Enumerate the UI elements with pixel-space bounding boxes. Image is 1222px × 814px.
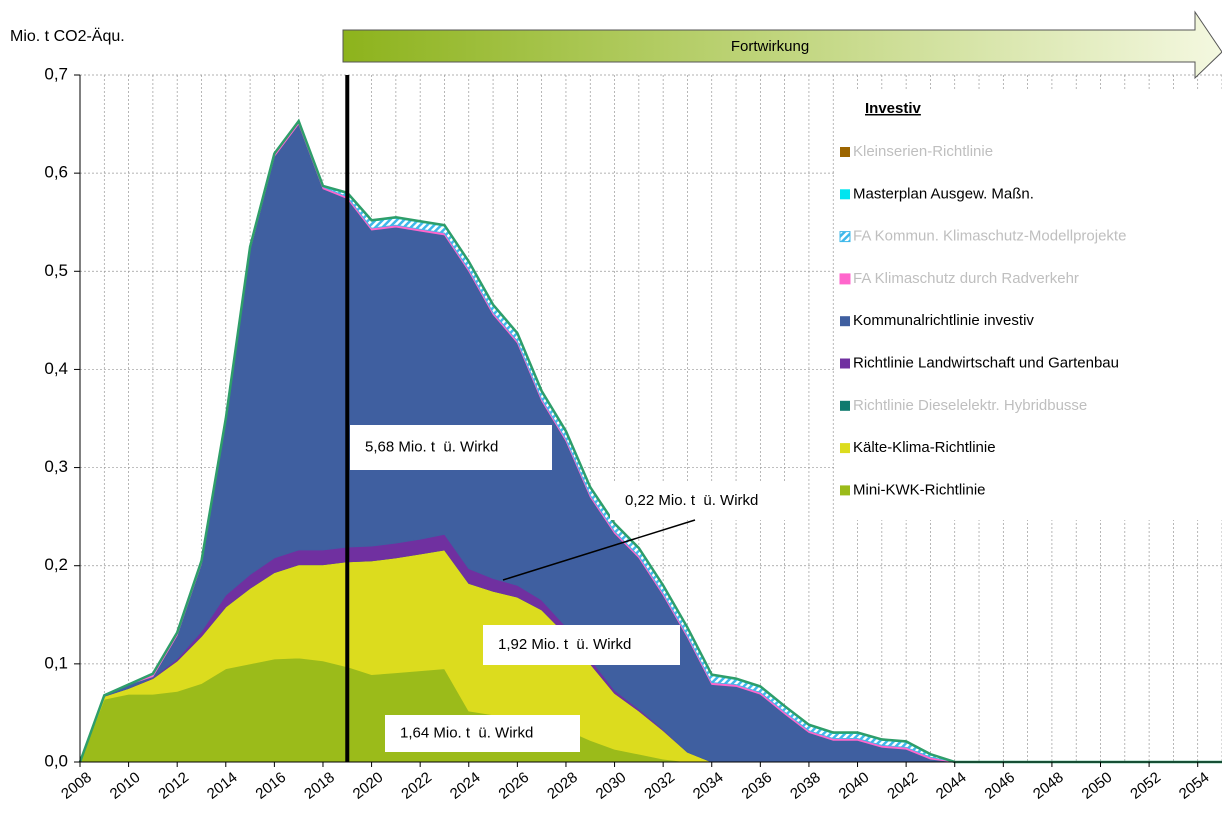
legend-label: FA Kommun. Klimaschutz-Modellprojekte	[853, 228, 1126, 245]
annotation-text: 1,64 Mio. t ü. Wirkd	[400, 724, 533, 741]
annotation-box	[385, 715, 580, 752]
x-tick-label: 2042	[884, 769, 921, 803]
y-tick-label: 0,1	[44, 653, 68, 672]
legend-swatch	[840, 189, 850, 200]
x-tick-label: 2030	[593, 769, 630, 803]
annotations: 5,68 Mio. t ü. Wirkd 0,22 Mio. t ü. Wirkd…	[350, 425, 805, 752]
x-tick-label: 2052	[1127, 769, 1164, 803]
x-tick-label: 2036	[738, 769, 775, 803]
y-tick-label: 0,6	[44, 163, 68, 182]
x-tick-label: 2032	[641, 769, 678, 803]
legend-swatch	[840, 485, 850, 496]
y-axis-label: Mio. t CO2-Äqu.	[10, 27, 125, 45]
x-tick-label: 2008	[58, 769, 95, 803]
x-tick-label: 2026	[496, 769, 533, 803]
legend-box	[836, 90, 1222, 520]
legend-title: Investiv	[865, 100, 922, 117]
legend-label: Kommunalrichtlinie investiv	[853, 312, 1034, 329]
y-tick-label: 0,4	[44, 359, 68, 378]
annotation-leader	[502, 519, 696, 581]
legend-label: Kleinserien-Richtlinie	[853, 143, 993, 160]
x-tick-label: 2040	[836, 769, 873, 803]
annotation-text: 5,68 Mio. t ü. Wirkd	[365, 438, 498, 455]
banner-arrow	[342, 10, 1222, 80]
y-tick-label: 0,0	[44, 751, 68, 770]
x-tick-label: 2044	[933, 769, 970, 803]
legend-swatch	[839, 231, 851, 243]
legend-swatch	[840, 443, 850, 454]
x-tick-label: 2022	[398, 769, 435, 803]
legend-label: Kälte-Klima-Richtlinie	[853, 439, 996, 456]
legend-swatch	[839, 273, 851, 285]
x-tick-label: 2034	[690, 769, 727, 803]
legend-label: FA Klimaschutz durch Radverkehr	[853, 270, 1079, 287]
x-tick-label: 2012	[155, 769, 192, 803]
x-tick-label: 2018	[301, 769, 338, 803]
x-tick-label: 2028	[544, 769, 581, 803]
legend-swatch	[840, 147, 850, 157]
legend-swatch	[840, 316, 850, 327]
annotation-box	[610, 482, 805, 520]
areas	[78, 75, 1222, 764]
y-tick-label: 0,7	[44, 64, 68, 83]
x-tick-label: 2020	[350, 769, 387, 803]
annotation-box	[350, 425, 552, 470]
x-tick-label: 2046	[981, 769, 1018, 803]
legend-label: Richtlinie Landwirtschaft und Gartenbau	[853, 354, 1119, 371]
x-tick-label: 2050	[1079, 769, 1116, 803]
legend-label: Masterplan Ausgew. Maßn.	[853, 185, 1034, 202]
y-tick-label: 0,5	[44, 261, 68, 280]
legend-swatch	[840, 400, 850, 411]
banner-text: Fortwirkung	[731, 38, 809, 55]
annotation-box	[483, 625, 680, 665]
x-tick-label: 2038	[787, 769, 824, 803]
y-tick-label: 0,3	[44, 457, 68, 476]
x-tick-label: 2024	[447, 769, 484, 803]
x-tick-label: 2054	[1176, 769, 1213, 803]
annotation-text: 1,92 Mio. t ü. Wirkd	[498, 636, 631, 653]
x-tick-label: 2014	[204, 769, 241, 803]
legend: Mini-KWK-Richtlinie Kälte-Klima-Richtlini…	[839, 143, 1126, 498]
annotation-text: 0,22 Mio. t ü. Wirkd	[625, 492, 758, 509]
x-tick-label: 2010	[107, 769, 144, 803]
x-tick-label: 2048	[1030, 769, 1067, 803]
x-tick-label: 2016	[253, 769, 290, 803]
legend-label: Richtlinie Dieselelektr. Hybridbusse	[853, 397, 1087, 414]
legend-label: Mini-KWK-Richtlinie	[853, 481, 986, 498]
y-tick-label: 0,2	[44, 555, 68, 574]
legend-swatch	[840, 358, 850, 369]
